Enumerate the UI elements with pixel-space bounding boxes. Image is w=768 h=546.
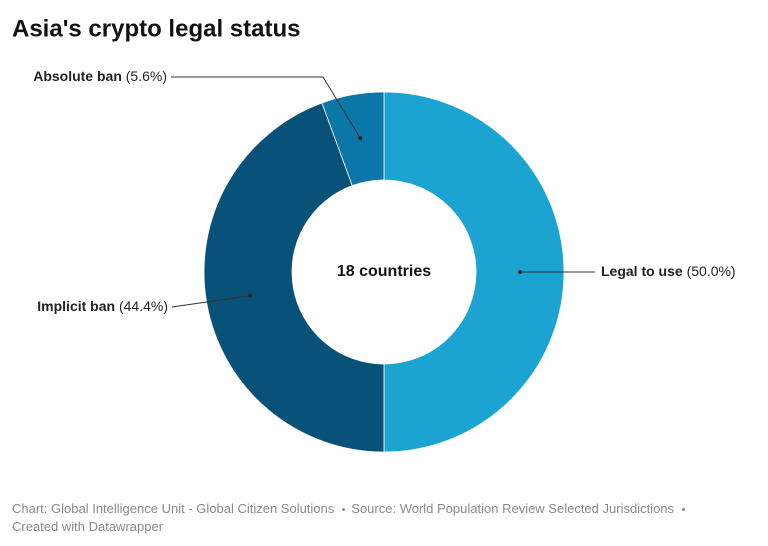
footer-tool: Created with Datawrapper [12, 519, 164, 534]
footer-source: Source: World Population Review Selected… [351, 501, 675, 516]
slice-label: Implicit ban (44.4%) [37, 298, 168, 314]
slice-label: Legal to use (50.0%) [601, 263, 736, 279]
value-label: (50.0%) [687, 263, 736, 279]
leader-line [171, 76, 361, 139]
leader-dot [248, 293, 253, 298]
leader-dot [518, 270, 522, 274]
footer-credit: Chart: Global Intelligence Unit - Global… [12, 501, 335, 516]
category-name: Implicit ban [37, 298, 115, 314]
chart-title: Asia's crypto legal status [12, 15, 300, 42]
category-name: Legal to use [601, 263, 683, 279]
separator [682, 508, 686, 512]
footer: Chart: Global Intelligence Unit - Global… [12, 500, 752, 536]
value-label: (44.4%) [119, 298, 168, 314]
slice [203, 102, 385, 453]
slice [383, 91, 565, 453]
leader-dot [358, 136, 363, 141]
center-label: 18 countries [337, 263, 431, 280]
slice [321, 91, 385, 187]
value-label: (5.6%) [126, 68, 167, 84]
separator [342, 508, 346, 512]
category-name: Absolute ban [33, 68, 122, 84]
chart: Asia's crypto legal status Legal to use … [12, 15, 736, 453]
leader-line [171, 295, 251, 308]
slice-label: Absolute ban (5.6%) [33, 68, 167, 84]
